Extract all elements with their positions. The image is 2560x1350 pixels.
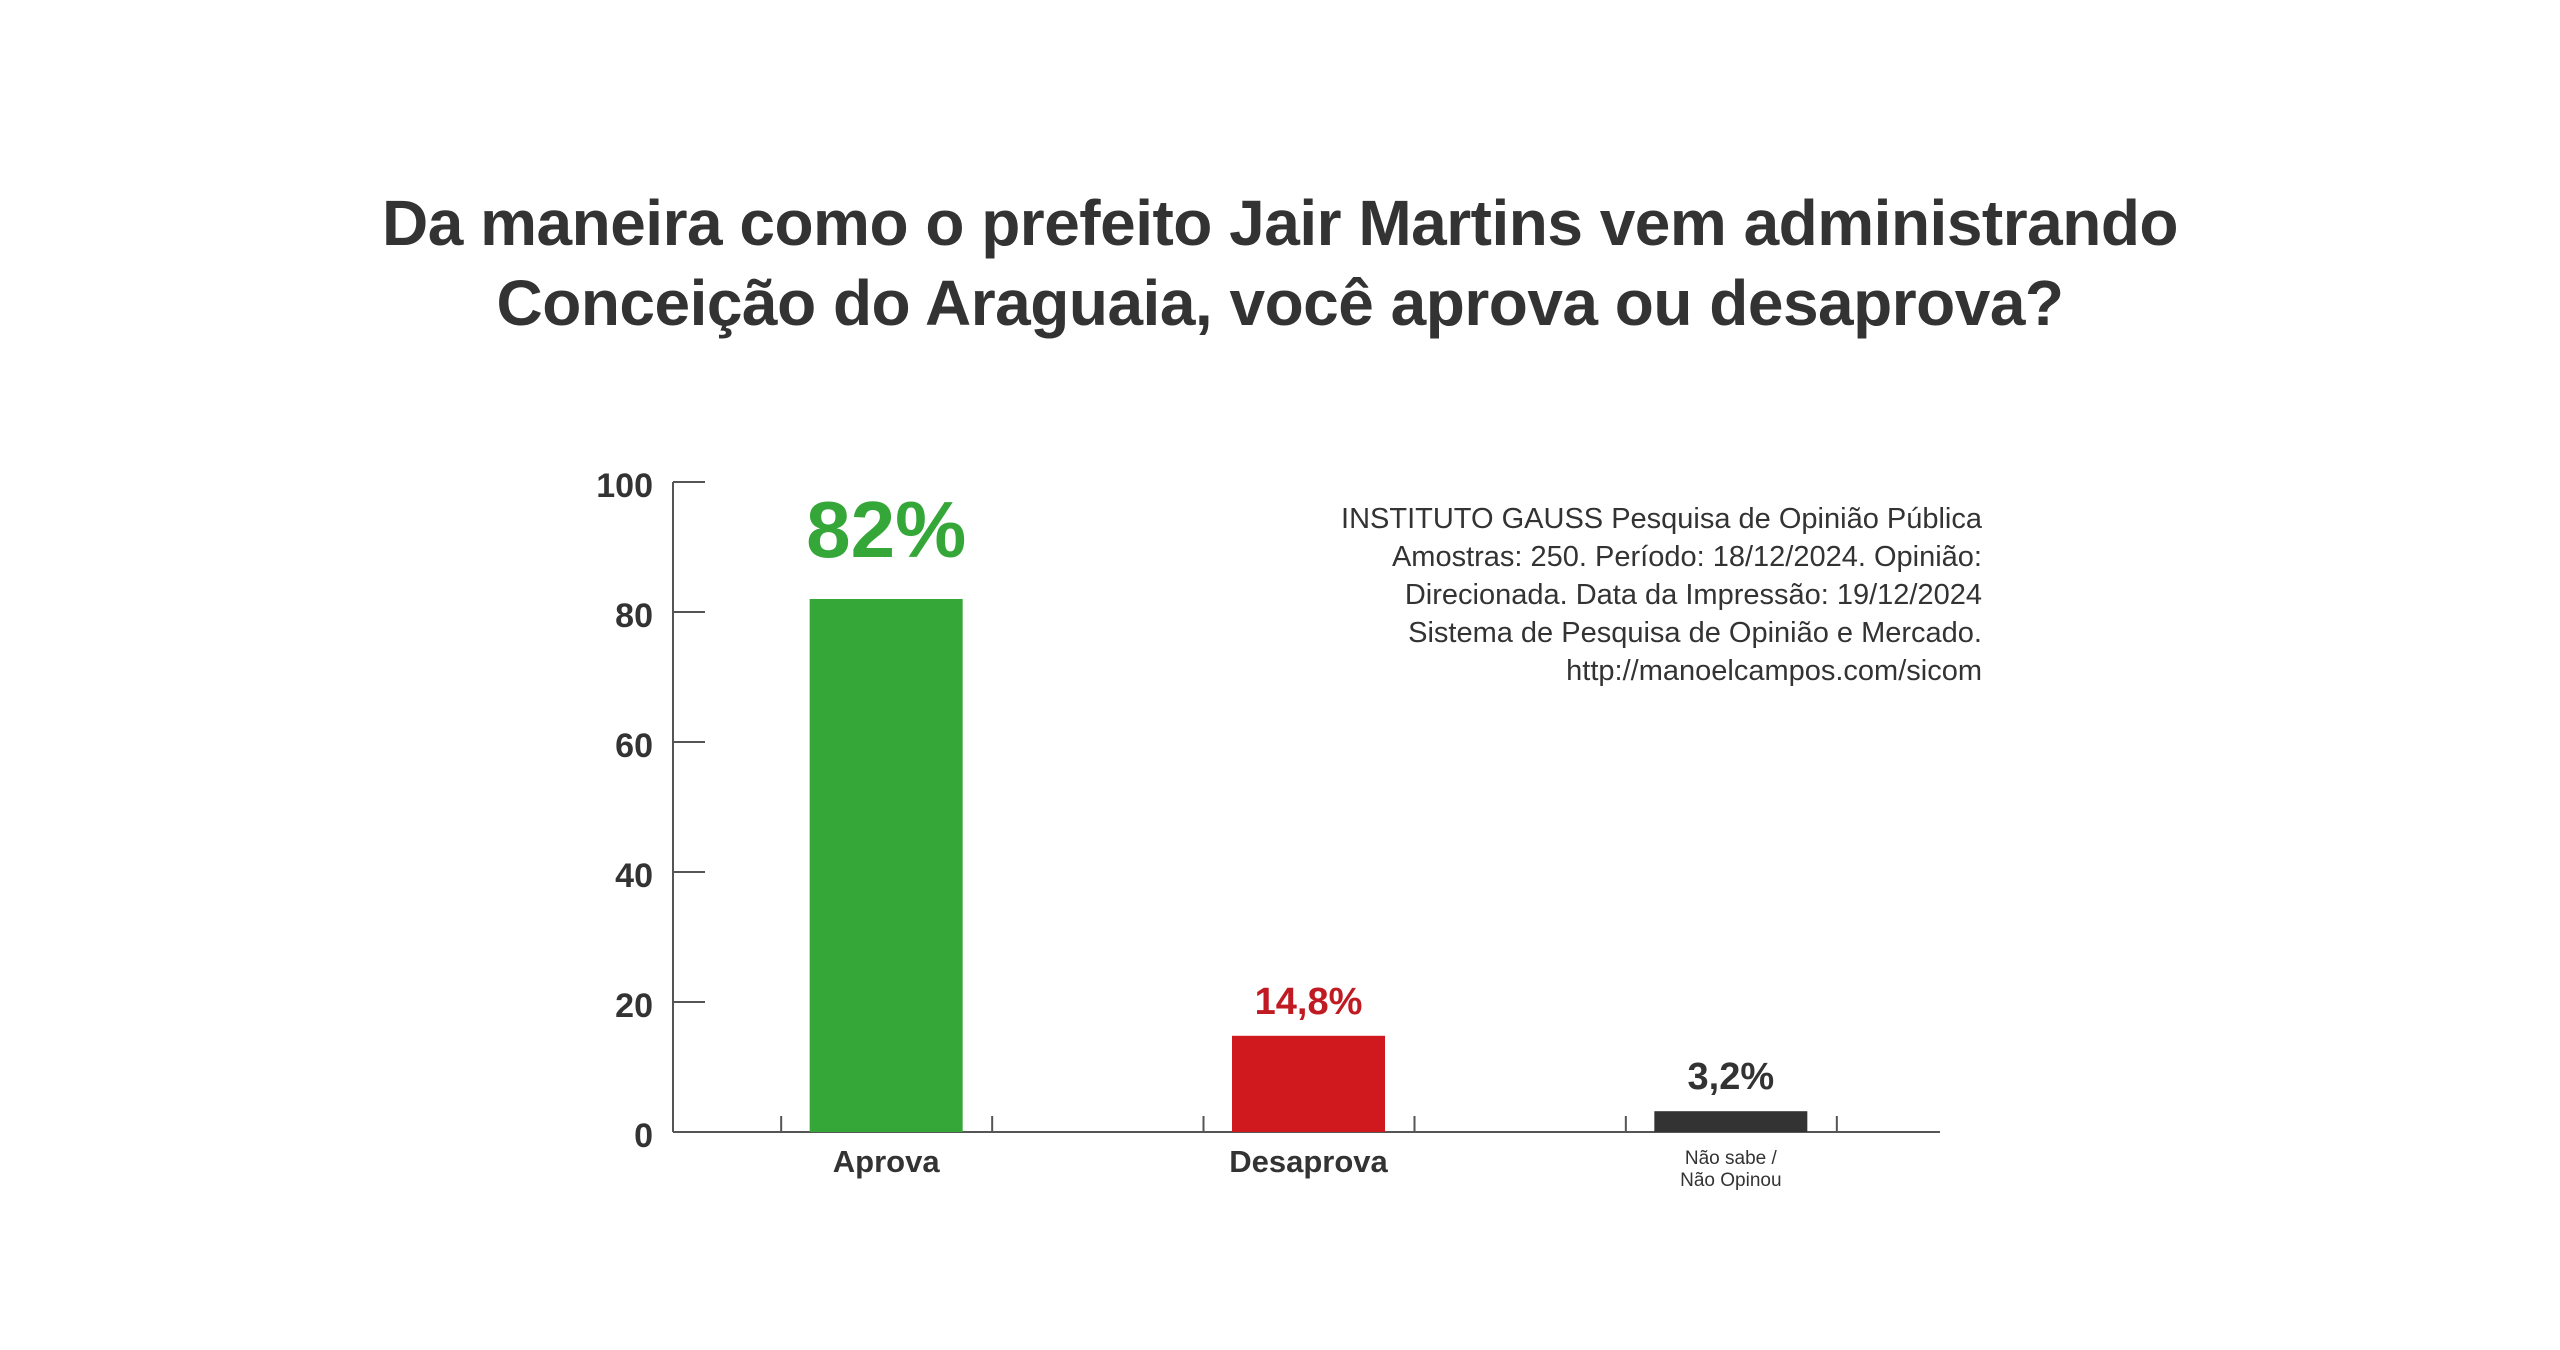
chart-title: Da maneira como o prefeito Jair Martins … — [0, 183, 2560, 343]
source-note: INSTITUTO GAUSS Pesquisa de Opinião Públ… — [1200, 500, 1982, 690]
chart-title-line-2: Conceição do Araguaia, você aprova ou de… — [496, 267, 2065, 339]
value-label-0: 82% — [806, 485, 966, 574]
y-tick-label-100: 100 — [596, 467, 653, 505]
chart-title-line-1: Da maneira como o prefeito Jair Martins … — [382, 187, 2179, 259]
y-tick-label-80: 80 — [615, 597, 653, 635]
y-tick-label-40: 40 — [615, 857, 653, 895]
bar-2 — [1654, 1111, 1808, 1132]
y-tick-label-20: 20 — [615, 987, 653, 1025]
value-label-1: 14,8% — [1255, 981, 1363, 1023]
category-label-0: Aprova — [833, 1144, 941, 1179]
source-note-line-3: Direcionada. Data da Impressão: 19/12/20… — [1404, 579, 1982, 611]
source-note-line-1: INSTITUTO GAUSS Pesquisa de Opinião Públ… — [1341, 503, 1982, 535]
y-tick-label-0: 0 — [634, 1117, 653, 1155]
y-tick-label-60: 60 — [615, 727, 653, 765]
category-label-2-0: Não sabe / — [1685, 1148, 1778, 1169]
category-label-2-1: Não Opinou — [1680, 1170, 1781, 1191]
category-label-1: Desaprova — [1229, 1144, 1388, 1179]
source-note-line-4: Sistema de Pesquisa de Opinião e Mercado… — [1408, 617, 1982, 649]
source-note-line-2: Amostras: 250. Período: 18/12/2024. Opin… — [1391, 541, 1982, 573]
value-label-2: 3,2% — [1688, 1056, 1775, 1098]
source-note-line-5: http://manoelcampos.com/sicom — [1566, 655, 1982, 687]
bar-1 — [1232, 1035, 1385, 1132]
bar-0 — [809, 599, 963, 1132]
